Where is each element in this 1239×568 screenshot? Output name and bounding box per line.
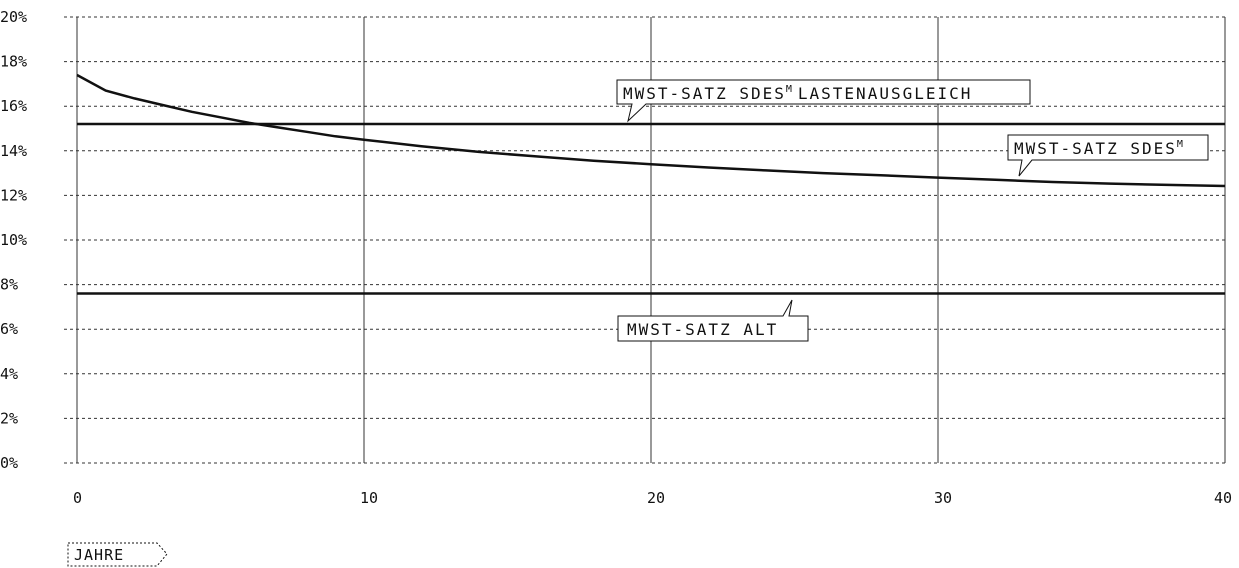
x-axis-label: JAHRE [67, 542, 168, 567]
callout-lastenausgleich: MWST-SATZ SDESM LASTENAUSGLEICH [616, 79, 1031, 123]
y-axis-ticks: 0% 2% 4% 6% 8% 10% 12% 14% 16% 18% 20% [0, 8, 27, 472]
callout-sdes-box [1007, 134, 1209, 177]
x-tick-label: 0 [73, 489, 82, 507]
x-tick-label: 40 [1214, 489, 1232, 507]
x-tick-label: 20 [647, 489, 665, 507]
callout-sdes-label: MWST-SATZ SDESM [1014, 139, 1185, 158]
x-axis-label-box [67, 542, 168, 567]
y-tick-label: 8% [0, 276, 18, 294]
callout-lastenausgleich-box [616, 79, 1031, 123]
y-tick-label: 6% [0, 320, 18, 338]
series-lines [76, 73, 1226, 295]
callout-alt-label: MWST-SATZ ALT [627, 320, 778, 339]
x-axis-ticks: 0 10 20 30 40 [73, 489, 1232, 507]
x-tick-label: 10 [360, 489, 378, 507]
callout-lastenausgleich-label: MWST-SATZ SDESM LASTENAUSGLEICH [623, 84, 972, 103]
y-tick-label: 16% [0, 97, 27, 115]
series-line-0 [76, 73, 1226, 188]
x-tick-label: 30 [934, 489, 952, 507]
callouts: MWST-SATZ SDESM LASTENAUSGLEICH MWST-SATZ… [616, 79, 1209, 342]
y-tick-label: 14% [0, 142, 27, 160]
y-tick-label: 18% [0, 53, 27, 71]
y-tick-label: 2% [0, 409, 18, 427]
callout-alt-box [617, 299, 809, 342]
y-tick-label: 4% [0, 365, 18, 383]
y-tick-label: 20% [0, 8, 27, 26]
x-axis-label-text: JAHRE [74, 546, 124, 564]
y-tick-label: 10% [0, 231, 27, 249]
callout-sdes: MWST-SATZ SDESM [1007, 134, 1209, 177]
callout-alt: MWST-SATZ ALT [617, 299, 809, 342]
y-tick-label: 0% [0, 454, 18, 472]
y-tick-label: 12% [0, 186, 27, 204]
